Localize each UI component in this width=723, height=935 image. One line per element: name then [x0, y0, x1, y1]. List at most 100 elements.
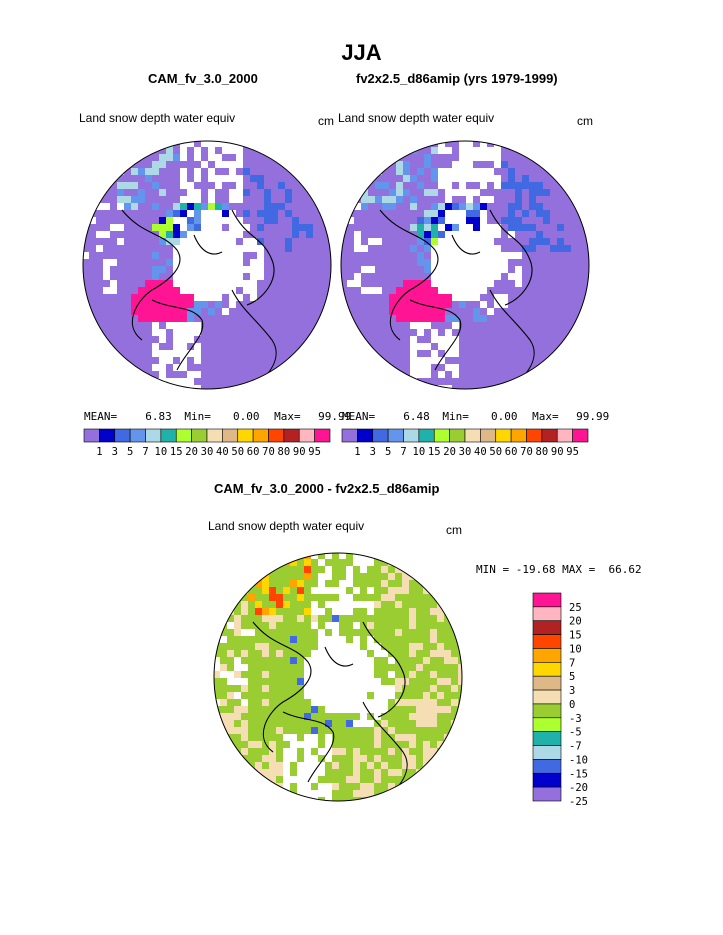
map-cell	[543, 329, 550, 336]
map-cell	[250, 161, 257, 168]
map-cell	[536, 280, 543, 287]
map-cell	[353, 790, 360, 797]
map-cell	[103, 280, 110, 287]
map-cell	[276, 755, 283, 762]
map-cell	[131, 322, 138, 329]
map-cell	[522, 357, 529, 364]
map-cell	[283, 706, 290, 713]
map-cell	[395, 657, 402, 664]
map-cell	[292, 329, 299, 336]
map-cell	[152, 357, 159, 364]
map-cell	[138, 343, 145, 350]
map-cell	[299, 238, 306, 245]
map-cell	[103, 329, 110, 336]
map-cell	[124, 315, 131, 322]
map-cell	[283, 657, 290, 664]
map-cell	[438, 315, 445, 322]
map-cell	[257, 238, 264, 245]
map-cell	[208, 161, 215, 168]
map-cell	[269, 608, 276, 615]
map-cell	[241, 657, 248, 664]
map-cell	[431, 182, 438, 189]
colorbar-tick-label: -7	[569, 741, 582, 753]
map-cell	[536, 329, 543, 336]
map-cell	[346, 762, 353, 769]
map-cell	[515, 182, 522, 189]
map-cell	[297, 748, 304, 755]
map-cell	[215, 378, 222, 385]
map-cell	[473, 210, 480, 217]
map-cell	[117, 182, 124, 189]
map-cell	[529, 343, 536, 350]
map-cell	[374, 790, 381, 797]
map-cell	[368, 336, 375, 343]
map-cell	[403, 231, 410, 238]
map-cell	[262, 678, 269, 685]
map-cell	[285, 217, 292, 224]
map-cell	[124, 252, 131, 259]
map-cell	[571, 301, 578, 308]
map-cell	[494, 203, 501, 210]
map-cell	[131, 343, 138, 350]
map-cell	[180, 210, 187, 217]
map-cell	[360, 636, 367, 643]
map-cell	[257, 280, 264, 287]
map-cell	[341, 252, 347, 259]
map-cell	[299, 224, 306, 231]
map-cell	[515, 196, 522, 203]
map-cell	[466, 378, 473, 385]
map-cell	[89, 252, 96, 259]
map-cell	[297, 685, 304, 692]
map-cell	[360, 776, 367, 783]
map-cell	[417, 231, 424, 238]
map-cell	[403, 315, 410, 322]
map-cell	[494, 238, 501, 245]
map-cell	[550, 329, 557, 336]
map-cell	[306, 336, 313, 343]
map-cell	[396, 364, 403, 371]
colorbar-tick-label: 95	[308, 446, 321, 458]
colorbar-box	[532, 772, 562, 788]
map-cell	[283, 615, 290, 622]
map-cell	[515, 161, 522, 168]
map-cell	[220, 650, 227, 657]
map-cell	[459, 315, 466, 322]
map-cell	[430, 699, 437, 706]
map-cell	[367, 748, 374, 755]
map-cell	[381, 622, 388, 629]
map-cell	[292, 182, 299, 189]
map-cell	[341, 301, 347, 308]
map-cell	[501, 141, 508, 147]
map-cell	[276, 601, 283, 608]
map-cell	[248, 636, 255, 643]
map-cell	[278, 210, 285, 217]
map-cell	[452, 315, 459, 322]
map-cell	[297, 713, 304, 720]
map-cell	[466, 203, 473, 210]
map-cell	[283, 650, 290, 657]
map-cell	[536, 301, 543, 308]
map-cell	[550, 308, 557, 315]
map-cell	[250, 224, 257, 231]
map-cell	[444, 629, 451, 636]
map-cell	[320, 287, 327, 294]
map-cell	[220, 692, 227, 699]
map-cell	[423, 608, 430, 615]
map-cell	[208, 343, 215, 350]
map-cell	[431, 364, 438, 371]
map-cell	[262, 650, 269, 657]
map-cell	[220, 664, 227, 671]
map-cell	[313, 308, 320, 315]
map-cell	[536, 357, 543, 364]
map-cell	[438, 161, 445, 168]
map-cell	[381, 601, 388, 608]
map-cell	[368, 245, 375, 252]
colorbar-tick-label: 90	[551, 446, 564, 458]
map-cell	[124, 168, 131, 175]
map-cell	[255, 748, 262, 755]
map-cell	[234, 685, 241, 692]
map-cell	[402, 748, 409, 755]
map-cell	[285, 210, 292, 217]
map-cell	[536, 210, 543, 217]
map-cell	[83, 238, 89, 245]
